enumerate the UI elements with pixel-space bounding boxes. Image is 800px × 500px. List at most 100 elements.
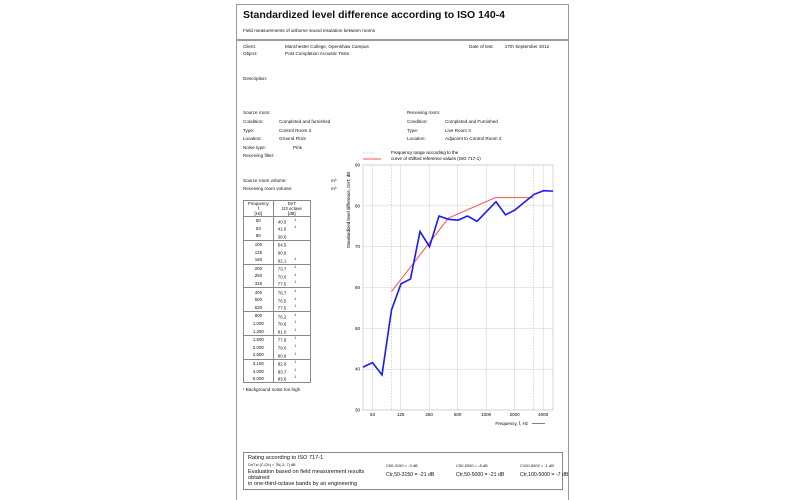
noise-type-label: Noise type: [243,145,266,150]
dnt-cell: 77.5 1 [272,279,311,288]
freq-header: Frequency f [Hz] [243,200,274,217]
receiving-filter-label: Receiving filter: [243,153,275,158]
table-row: 63 41.6 1 [243,224,311,233]
y-axis-label: Standardized level difference, DnT, dB [346,172,351,248]
ctr-50-3150: Ctr,50-3150 = -21 dB [386,472,435,478]
dnt-cell: 78.6 1 [272,319,311,328]
footnote-mark: 1 [294,367,297,372]
dnt-cell: 73.7 1 [272,263,311,273]
table-row: 1,000 78.6 1 [243,319,311,328]
y-tick-label: 80 [355,203,361,208]
x-tick-label: 500 [454,412,462,417]
rating-heading: Rating according to ISO 717-1 [248,455,324,461]
source-condition: Completed and furnished [279,119,331,124]
y-tick-label: 70 [355,244,361,249]
source-volume-unit: m³ [331,178,337,183]
dnt-cell: 76.5 1 [272,295,311,304]
rating-single-number: DnT,w (C;Ctr) = 78(-2;-7) dB [248,463,296,467]
source-type-label: Type: [243,128,255,133]
x-tick-label: 63 [370,412,376,417]
x-tick-label: 125 [397,412,405,417]
rating-eval-1: Evaluation based on field measurement re… [248,469,365,475]
footnote-mark: 1 [294,280,297,285]
table-row: 5,000 83.6 1 [243,374,311,384]
date-label: Date of test: [469,44,494,49]
dnt-cell: 82.8 1 [272,358,311,368]
receiving-volume-label: Receiving room volume: [243,186,293,191]
x-tick-label: 4000 [538,412,549,417]
footnote-mark: 1 [294,336,297,341]
receiving-type-label: Type: [407,128,419,133]
table-row: 1,250 81.0 1 [243,327,311,336]
table-row: 50 40.5 1 [243,215,311,225]
page-subtitle: Field measurements of airborne sound ins… [243,28,376,33]
table-row: 500 76.5 1 [243,295,311,304]
table-row: 800 76.2 1 [243,311,311,320]
footnote-mark: 1 [294,256,297,261]
table-row: 3,150 82.8 1 [243,358,311,368]
source-location: Ground Floor [279,136,307,141]
receiving-volume-unit: m³ [331,186,337,191]
x-tick-label: 250 [425,412,433,417]
dnt-cell: 77.8 1 [272,334,311,344]
object-label: Object: [243,51,258,56]
dnt-cell: 80.9 1 [272,351,311,360]
receiving-condition-label: Condition: [407,119,428,124]
table-row: 400 76.7 1 [243,287,311,296]
footnote-mark: 1 [294,217,297,222]
c-100-5000: C100-5000 = -1 dB [520,463,554,468]
report-header: Standardized level difference according … [237,4,568,41]
dnt-cell: 40.5 1 [272,215,311,225]
y-tick-label: 60 [355,285,361,290]
source-type: Control Room 3 [279,128,312,133]
source-volume-label: Source room volume: [243,178,287,183]
page-title: Standardized level difference according … [243,9,505,21]
table-row: 125 60.9 [243,248,311,256]
description-label: Description: [243,76,268,81]
noise-type: Pink [293,145,302,150]
receiving-condition: Completed and Furnished [445,119,498,124]
table-row: 100 54.5 [243,239,311,249]
c-50-3150: C50-3150 = -9 dB [386,463,418,468]
footnote-mark: 1 [294,351,297,356]
y-tick-label: 40 [355,367,361,372]
legend-text-reference: curve of shifted reference values (ISO 7… [391,156,481,161]
reference-curve [391,197,534,292]
dnt-curve [362,189,554,377]
client-value: Manchester College, Openshaw Campus [285,44,369,49]
footnote-mark: 1 [294,375,297,380]
footnote-mark: 1 [294,312,297,317]
x-axis-label: Frequency, f, Hz [495,421,528,426]
receiving-heading: Receiving room: [407,110,441,115]
frequency-table: Frequency f [Hz] DnT 1/3 octave [dB] 50 40.5 1… [243,200,311,384]
dnt-cell: 76.7 1 [272,287,311,296]
legend-text-range: Frequency range according to the [391,150,459,155]
dnt-cell: 38.6 [272,232,311,241]
dnt-cell: 60.9 [272,248,311,256]
dnt-header: DnT 1/3 octave [dB] [272,200,311,217]
object-value: Post Completion Acoustic Tests [285,51,350,56]
source-location-label: Location: [243,136,262,141]
y-tick-label: 30 [355,408,361,413]
table-row: 630 77.5 1 [243,303,311,312]
source-heading: Source room: [243,110,271,115]
rating-eval-3: in one-third-octave bands by an engineer… [248,481,358,487]
client-label: Client: [243,44,257,49]
dnt-cell: 41.6 1 [272,224,311,233]
table-row: 2,000 79.0 1 [243,343,311,352]
footnote-mark: 1 [294,265,297,270]
dnt-cell: 62.1 1 [272,255,311,265]
x-tick-label: 1000 [481,412,492,417]
dnt-cell: 83.6 1 [272,374,311,384]
table-row: 1,600 77.8 1 [243,334,311,344]
table-row: 4,000 83.7 1 [243,367,311,375]
ctr-50-5000: Ctr,50-5000 = -21 dB [456,472,505,478]
y-tick-label: 50 [355,326,361,331]
footnote-mark: 1 [294,225,297,230]
footnote-mark: 1 [294,360,297,365]
dnt-cell: 54.5 [272,239,311,249]
receiving-location-label: Location: [407,136,426,141]
ctr-100-5000: Ctr,100-5000 = -7 dB [520,472,569,478]
dnt-cell: 79.0 1 [272,343,311,352]
table-row: 250 70.0 1 [243,272,311,280]
